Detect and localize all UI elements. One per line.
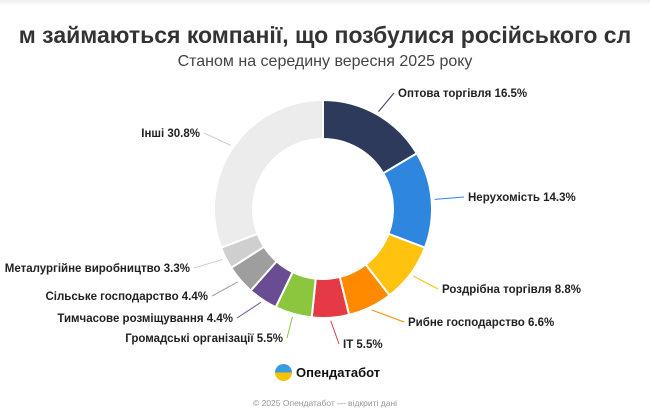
logo-text: Опендатабот bbox=[296, 365, 381, 380]
chart-subtitle: Станом на середину вересня 2025 року bbox=[177, 53, 473, 70]
leader-line-9 bbox=[203, 132, 232, 146]
leader-line-1 bbox=[434, 196, 465, 200]
leader-line-8 bbox=[193, 258, 224, 269]
slice-9[interactable] bbox=[213, 98, 324, 249]
leader-line-5 bbox=[286, 316, 293, 339]
data-label-6: Тимчасове розміщування 4.4% bbox=[57, 313, 233, 325]
top-fade bbox=[0, 0, 650, 6]
data-label-8: Металургійне виробництво 3.3% bbox=[5, 263, 190, 275]
logo-icon bbox=[275, 364, 292, 381]
data-label-0: Оптова торгівля 16.5% bbox=[398, 88, 527, 100]
leader-line-2 bbox=[412, 275, 439, 290]
leader-line-7 bbox=[211, 281, 239, 297]
data-label-4: IT 5.5% bbox=[343, 339, 383, 351]
data-label-9: Інші 30.8% bbox=[141, 128, 200, 140]
data-label-3: Рибне господарство 6.6% bbox=[408, 317, 554, 329]
footer-text: © 2025 Опендатабот — відкриті дані bbox=[252, 398, 398, 408]
chart-title: м займаються компанії, що позбулися росі… bbox=[18, 22, 632, 48]
data-label-7: Сільське господарство 4.4% bbox=[45, 291, 208, 303]
leader-line-6 bbox=[236, 301, 262, 319]
data-label-5: Громадські організації 5.5% bbox=[125, 333, 283, 345]
data-label-2: Роздрібна торгівля 8.8% bbox=[442, 284, 581, 296]
leader-line-4 bbox=[330, 320, 340, 345]
leader-line-3 bbox=[371, 309, 405, 323]
brand-logo: Опендатабот bbox=[275, 364, 380, 381]
data-label-1: Нерухомість 14.3% bbox=[468, 192, 576, 204]
leader-line-0 bbox=[378, 92, 395, 113]
